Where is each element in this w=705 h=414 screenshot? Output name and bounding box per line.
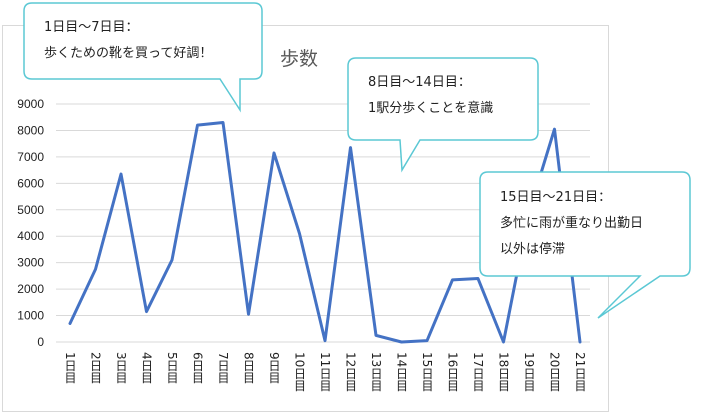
x-tick-label: 12日目	[344, 352, 358, 391]
x-tick-label: 8日目	[242, 352, 256, 384]
y-tick-label: 5000	[17, 203, 44, 217]
x-tick-label: 9日目	[267, 352, 281, 384]
x-tick-label: 3日目	[114, 352, 128, 384]
callout-1-line-2: 歩くための靴を買って好調！	[44, 46, 213, 61]
x-tick-label: 16日目	[446, 352, 460, 391]
callout-1-box	[23, 2, 263, 113]
y-tick-label: 4000	[17, 229, 44, 243]
callout-3-line-1: 15日目〜21日目：	[500, 190, 612, 205]
x-tick-label: 11日目	[318, 352, 332, 391]
callout-2-box	[347, 57, 539, 173]
callout-3-box	[479, 171, 691, 319]
y-tick-label: 9000	[17, 97, 44, 111]
x-tick-label: 20日目	[548, 352, 562, 391]
x-tick-label: 2日目	[89, 352, 103, 384]
y-tick-label: 0	[37, 335, 44, 349]
callout-1-line-1: 1日目〜7日目：	[44, 20, 139, 35]
x-tick-label: 17日目	[471, 352, 485, 391]
y-tick-label: 6000	[17, 176, 44, 190]
x-tick-label: 1日目	[63, 352, 77, 384]
x-tick-label: 7日目	[216, 352, 230, 384]
x-tick-label: 5日目	[165, 352, 179, 384]
x-tick-label: 10日目	[293, 352, 307, 391]
x-tick-label: 18日目	[497, 352, 511, 391]
y-tick-label: 8000	[17, 123, 44, 137]
chart-title: 歩数	[280, 48, 319, 70]
y-tick-label: 2000	[17, 282, 44, 296]
x-tick-label: 6日目	[191, 352, 205, 384]
y-tick-label: 3000	[17, 256, 44, 270]
y-tick-label: 7000	[17, 150, 44, 164]
x-tick-label: 14日目	[395, 352, 409, 391]
x-tick-label: 4日目	[140, 352, 154, 384]
callout-3-line-2: 多忙に雨が重なり出勤日	[500, 216, 644, 231]
x-tick-label: 19日目	[522, 352, 536, 391]
callout-3-text: 15日目〜21日目： 多忙に雨が重なり出勤日 以外は停滞	[500, 185, 643, 263]
callout-2-line-1: 8日目〜14日目：	[368, 75, 471, 90]
callout-3-line-3: 以外は停滞	[500, 242, 566, 257]
callout-1-text: 1日目〜7日目： 歩くための靴を買って好調！	[44, 15, 212, 67]
callout-2-line-2: 1駅分歩くことを意識	[368, 101, 494, 116]
callout-2-text: 8日目〜14日目： 1駅分歩くことを意識	[368, 70, 493, 122]
x-tick-label: 15日目	[420, 352, 434, 391]
series-line	[68, 121, 582, 344]
x-tick-label: 21日目	[573, 352, 587, 391]
x-tick-label: 13日目	[369, 352, 383, 391]
y-tick-label: 1000	[17, 309, 44, 323]
